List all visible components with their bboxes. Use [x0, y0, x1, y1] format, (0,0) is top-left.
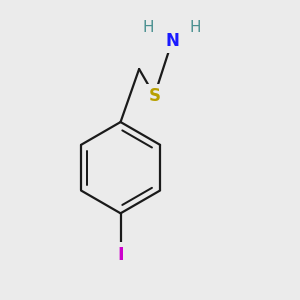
Text: I: I — [117, 245, 124, 263]
Text: S: S — [148, 86, 160, 104]
Text: H: H — [190, 20, 201, 35]
Text: H: H — [143, 20, 154, 35]
Text: N: N — [165, 32, 179, 50]
